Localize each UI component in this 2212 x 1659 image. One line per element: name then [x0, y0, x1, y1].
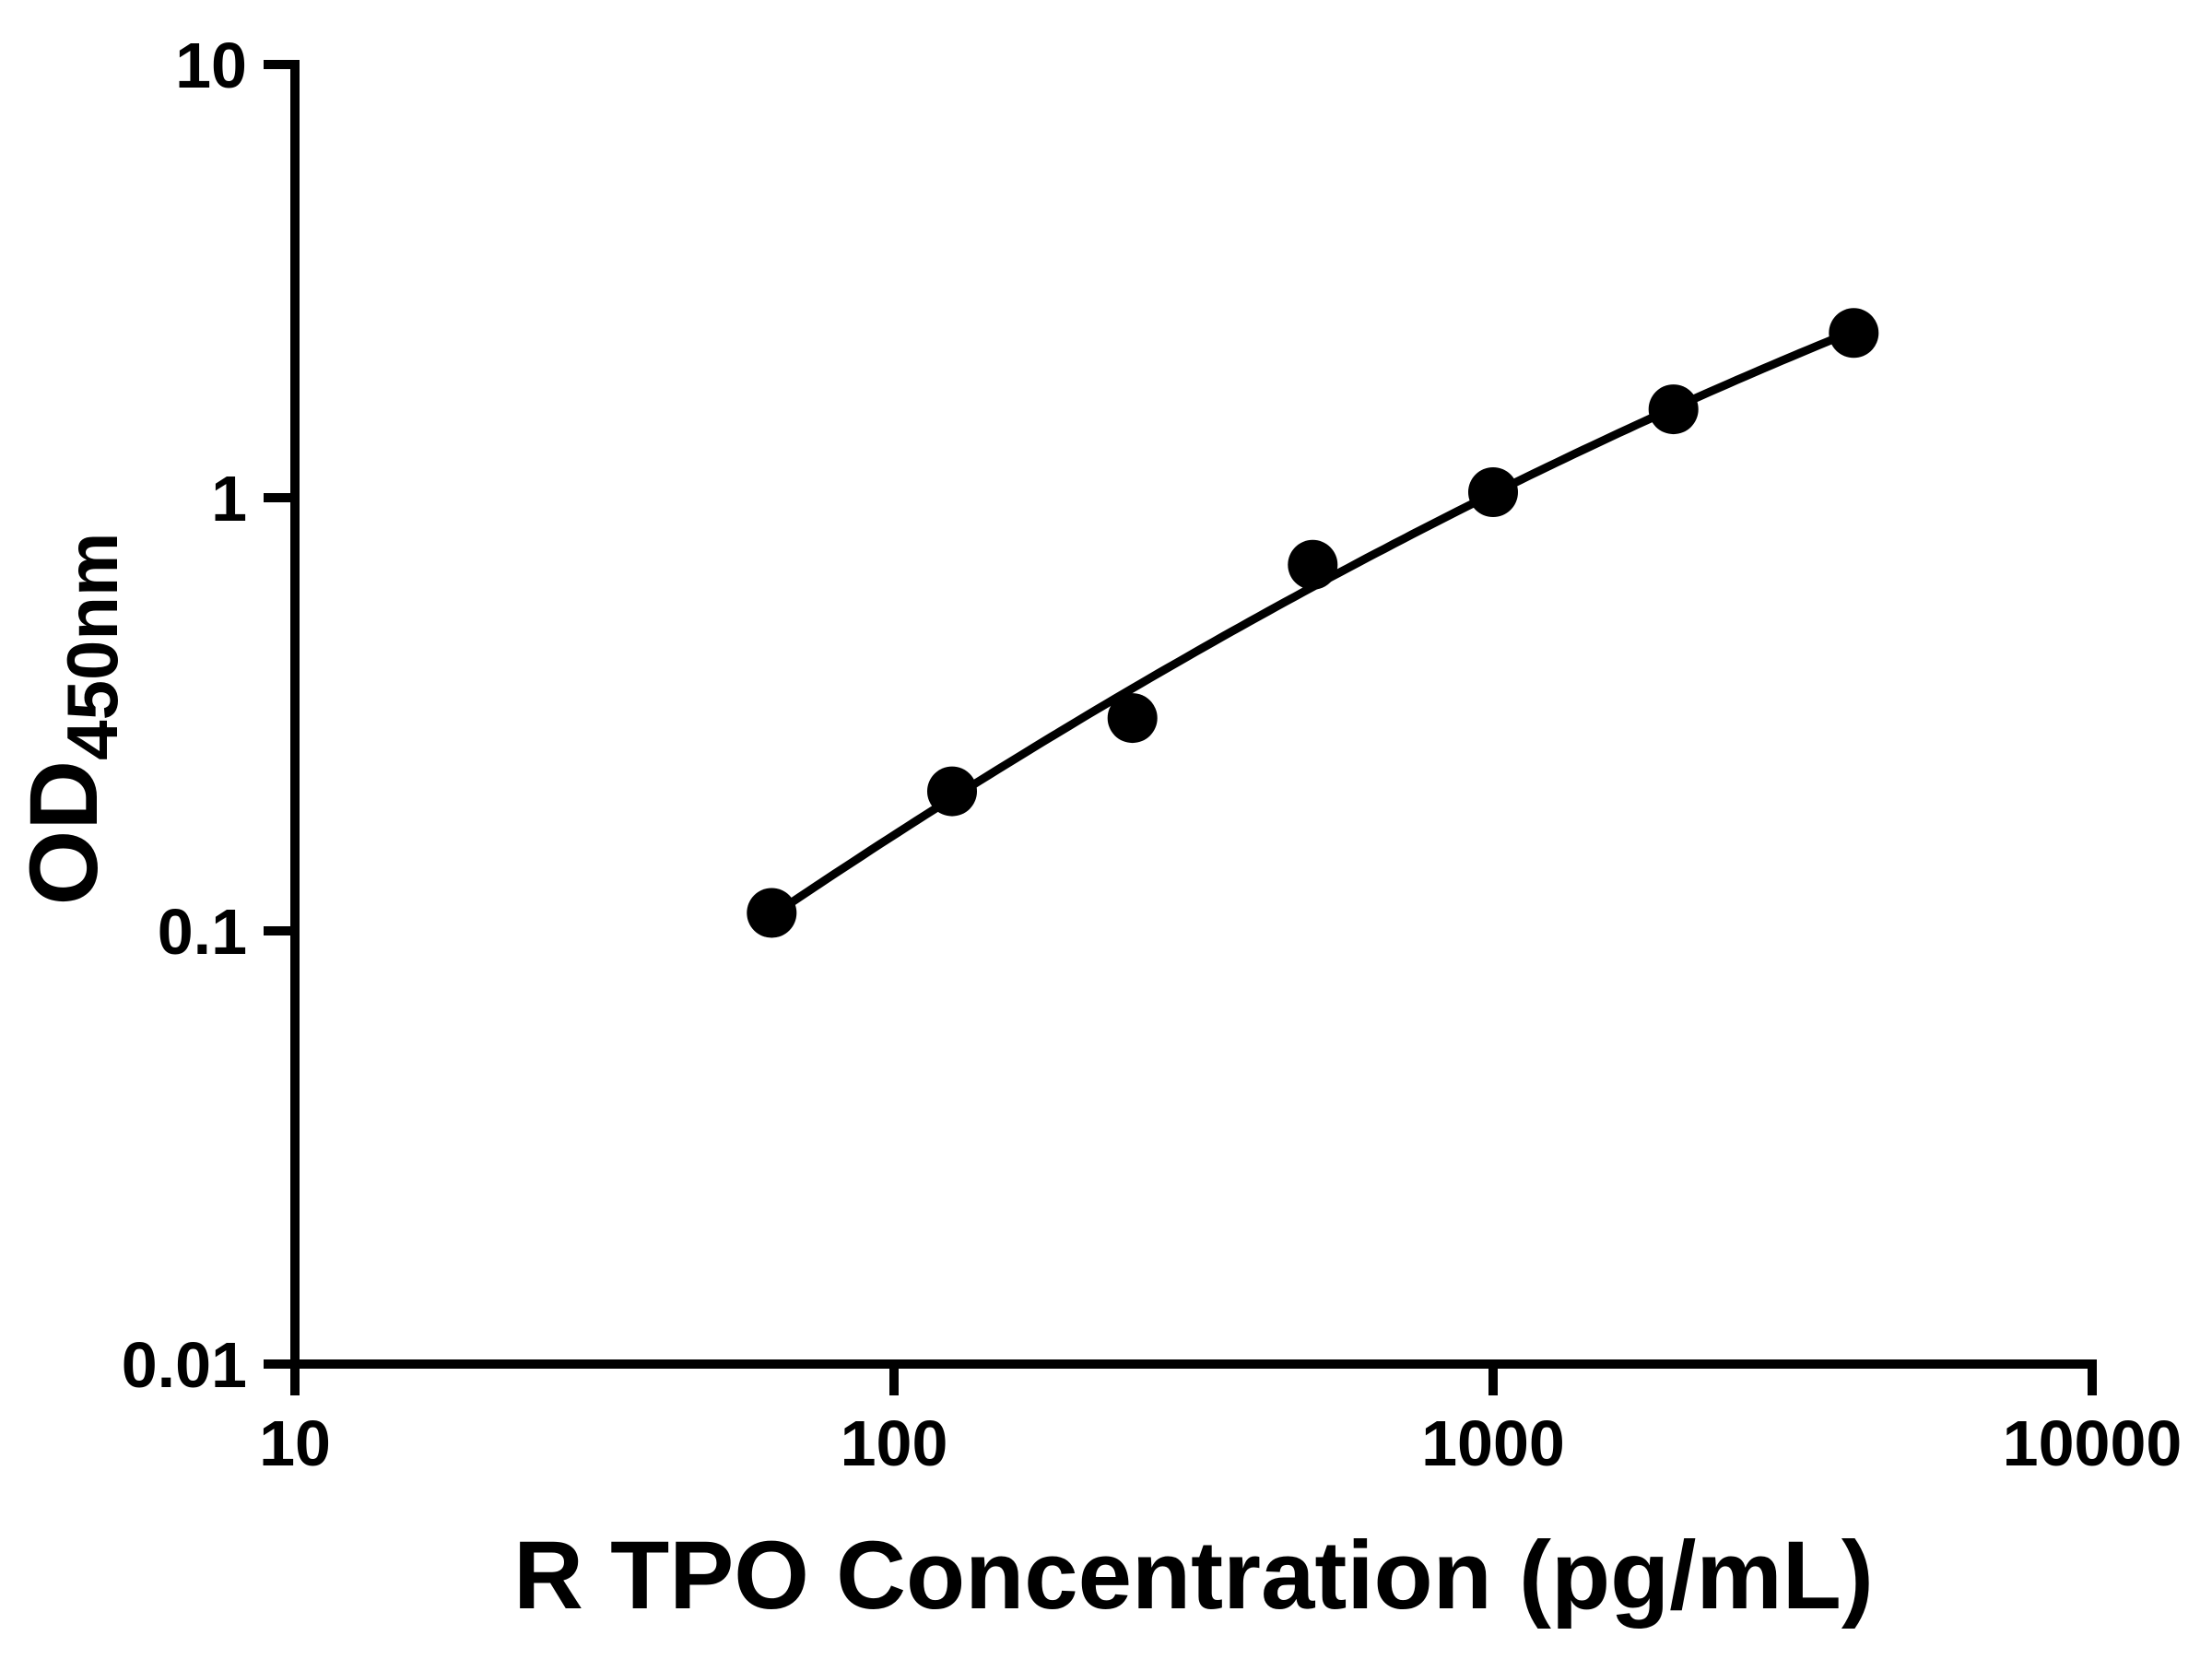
data-point [1648, 384, 1699, 435]
y-tick-label: 0.1 [158, 896, 247, 968]
axes-spines [290, 60, 2097, 1369]
x-tick-label: 10 [259, 1407, 331, 1479]
y-axis-title-main: OD [10, 760, 118, 906]
y-tick-label: 0.01 [122, 1329, 247, 1401]
data-point [1288, 539, 1338, 590]
y-tick-label: 10 [175, 29, 247, 101]
x-axis-title: R TPO Concentration (pg/mL) [513, 1522, 1874, 1630]
y-axis-title-subscript: 450nm [52, 533, 133, 760]
y-tick-label: 1 [211, 463, 247, 535]
data-point [927, 766, 977, 817]
data-point [1468, 467, 1518, 517]
x-tick-label: 10000 [2003, 1407, 2183, 1479]
y-axis-title: OD450nm [10, 533, 133, 906]
x-tick-label: 1000 [1421, 1407, 1565, 1479]
data-point [747, 888, 797, 938]
data-point [1107, 693, 1158, 744]
data-point [1829, 308, 1879, 359]
x-tick-label: 100 [841, 1407, 948, 1479]
